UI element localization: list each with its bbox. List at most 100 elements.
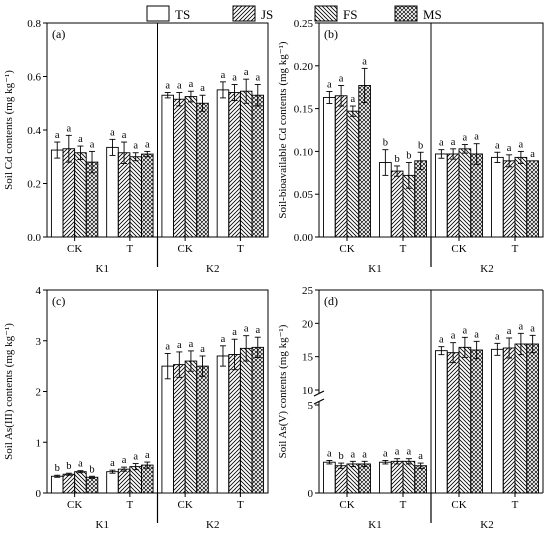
significance-letter: a [244, 324, 249, 335]
bar-ts [216, 355, 230, 494]
bar-js [228, 354, 241, 494]
y-tick-label: 0.6 [27, 72, 41, 84]
soil-label: K2 [480, 263, 493, 275]
panel-label: (a) [52, 27, 65, 41]
x-tick-label: CK [177, 499, 192, 511]
bar-ts [435, 350, 448, 494]
significance-letter: a [362, 56, 367, 67]
y-tick-label: 0.8 [27, 18, 41, 30]
legend-item-fs: FS [314, 5, 357, 22]
chart-panel-a: 0.0 0.2 0.4 0.6 0.8 Soil Cd contents (mg kg⁻¹… [3, 18, 269, 275]
significance-letter: a [122, 455, 127, 466]
significance-letter: a [165, 341, 170, 352]
bar-js [502, 347, 516, 494]
bar-fs [514, 343, 528, 494]
bar-fs [458, 346, 472, 494]
significance-letter: a [66, 123, 71, 134]
bar-fs [74, 152, 87, 238]
x-tick-label: CK [451, 243, 466, 255]
bar-fs [402, 460, 416, 494]
legend: TS JS FS MS [146, 5, 442, 22]
x-tick-label: T [237, 499, 244, 511]
bar-ts [435, 153, 448, 238]
significance-letter: a [519, 139, 524, 150]
x-tick-label: T [400, 243, 407, 255]
bar-js [390, 170, 404, 238]
x-tick-label: CK [177, 243, 192, 255]
x-tick-label: T [512, 499, 519, 511]
x-tick-label: CK [67, 499, 82, 511]
soil-label: K1 [368, 519, 381, 531]
bar-ms [526, 343, 539, 494]
soil-label: K1 [368, 263, 381, 275]
chart-panel-b: 0.00 0.05 0.10 0.15 0.20 0.25 Soil-bioavailabl… [277, 18, 544, 275]
y-axis-title: Soil As(V) contents (mg kg⁻¹) [277, 324, 289, 458]
significance-letter: a [244, 67, 249, 78]
y-tick-label: 0 [308, 488, 314, 500]
significance-letter: b [89, 464, 94, 475]
y-tick-label: 3 [36, 336, 42, 348]
bar-fs [239, 90, 253, 238]
significance-letter: a [177, 81, 182, 92]
bar-ts [491, 156, 504, 238]
bar-js [117, 152, 131, 238]
significance-letter: a [463, 133, 468, 144]
bar-ms [196, 102, 209, 238]
significance-letter: a [232, 327, 237, 338]
significance-letter: a [339, 73, 344, 84]
soil-label: K1 [96, 519, 109, 531]
chart-panel-d: 0 5 10 15 20 25 Soil As(V) contents (mg kg⁻¹) (… [277, 285, 544, 531]
y-tick-label: 2 [36, 387, 42, 399]
y-axis-title: Soil As(III) contents (mg kg⁻¹) [3, 323, 15, 460]
significance-letter: a [55, 130, 60, 141]
bar-ts [161, 94, 174, 238]
x-tick-label: T [237, 243, 244, 255]
legend-swatch [394, 5, 418, 22]
bar-js [502, 160, 516, 238]
x-tick-label: CK [67, 243, 82, 255]
significance-letter: a [200, 83, 205, 94]
significance-letter: b [418, 140, 423, 151]
bar-fs [346, 110, 360, 238]
significance-letter: a [122, 130, 127, 141]
bar-fs [74, 471, 87, 494]
significance-letter: a [463, 325, 468, 336]
bar-ms [414, 160, 427, 238]
bar-ts [50, 475, 64, 494]
y-tick-label: 0.4 [27, 125, 41, 137]
x-tick-label: T [127, 499, 134, 511]
significance-letter: a [255, 73, 260, 84]
bar-ms [85, 161, 99, 238]
bar-fs [129, 156, 142, 238]
significance-letter: a [507, 326, 512, 337]
significance-letter: a [78, 134, 83, 145]
y-tick-label: 20 [302, 318, 314, 330]
bar-fs [346, 463, 360, 494]
y-tick-label: 0.00 [294, 232, 314, 244]
significance-letter: a [145, 139, 150, 150]
significance-letter: a [519, 321, 524, 332]
y-tick-label: 5 [308, 400, 314, 412]
bar-ms [414, 465, 427, 494]
bar-fs [129, 466, 142, 494]
bar-fs [184, 96, 198, 238]
significance-letter: a [495, 140, 500, 151]
significance-letter: a [362, 449, 367, 460]
bar-js [117, 468, 131, 494]
significance-letter: a [407, 447, 412, 458]
significance-letter: a [474, 329, 479, 340]
significance-letter: a [530, 323, 535, 334]
y-tick-label: 0.10 [294, 146, 314, 158]
bar-js [334, 465, 348, 494]
significance-letter: b [394, 154, 399, 165]
legend-swatch [314, 5, 338, 22]
bar-ms [251, 346, 265, 494]
soil-label: K1 [96, 263, 109, 275]
x-tick-label: CK [451, 499, 466, 511]
significance-letter: a [327, 448, 332, 459]
significance-letter: a [327, 79, 332, 90]
panel-label: (b) [324, 27, 338, 41]
significance-letter: a [530, 149, 535, 160]
bar-ts [50, 149, 64, 238]
x-tick-label: CK [339, 243, 354, 255]
